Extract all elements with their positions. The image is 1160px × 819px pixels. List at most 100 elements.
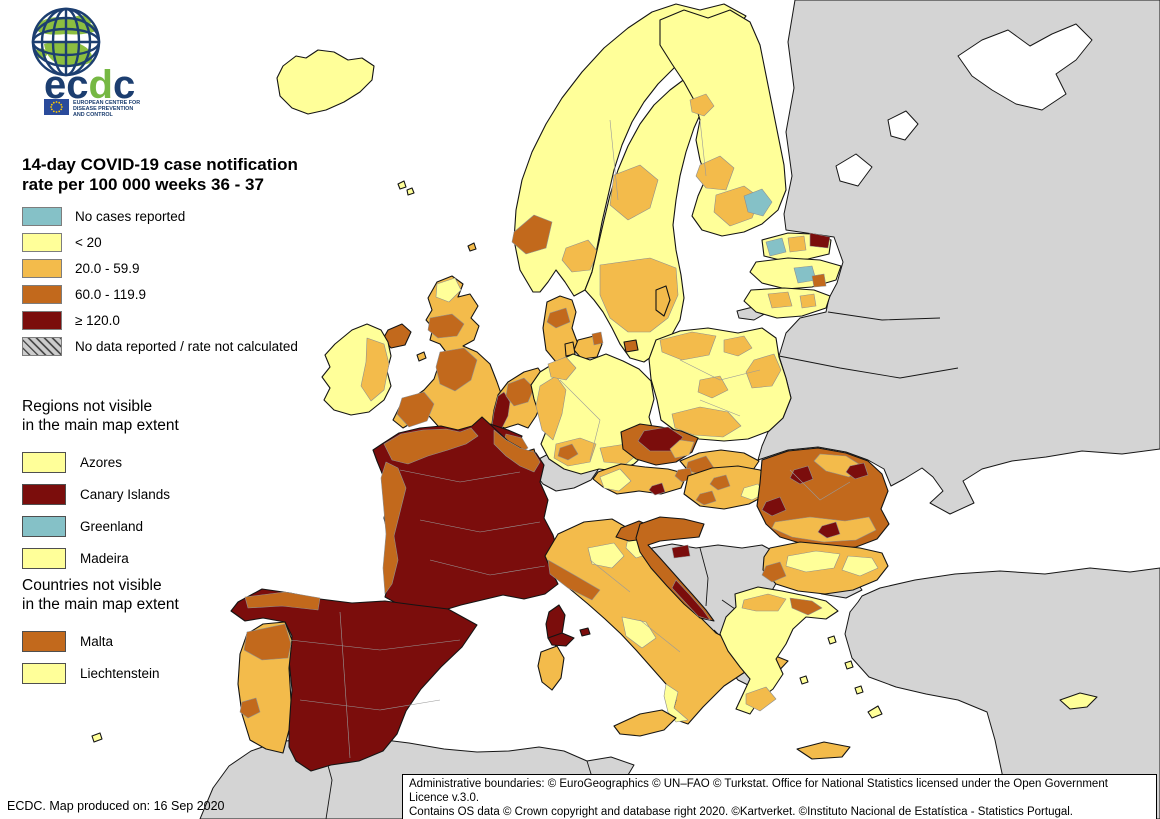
- map-region-croatia-north-spot: [671, 544, 691, 559]
- region-item-canary-islands: Canary Islands: [22, 478, 179, 510]
- rate-legend: No cases reported < 20 20.0 - 59.9 60.0 …: [22, 203, 298, 359]
- map-region-ireland-east: [360, 337, 390, 402]
- white-sea: [957, 23, 1093, 111]
- map-region-czechia-east: [669, 439, 695, 459]
- map-title: 14-day COVID-19 case notification rate p…: [22, 155, 298, 195]
- country-swatch-liechtenstein: [22, 662, 66, 684]
- map-region-poland-north: [659, 331, 717, 361]
- map-region-france-northeast: [493, 429, 541, 473]
- map-region-sweden-north: [609, 164, 659, 221]
- svg-text:AND CONTROL: AND CONTROL: [73, 112, 114, 116]
- region-label: Azores: [80, 454, 123, 470]
- map-region-bulgaria-north: [785, 550, 841, 573]
- map-region-norway-oslo: [561, 239, 599, 273]
- map-region-shetland: [467, 242, 477, 252]
- map-region-norway-west: [511, 214, 553, 255]
- map-region-romania-west-spot: [761, 496, 787, 517]
- map-region-austria-west: [599, 468, 632, 492]
- region-item-madeira: Madeira: [22, 542, 179, 574]
- legend-swatch-no-cases: [22, 206, 62, 226]
- map-region-denmark-funen: [564, 341, 576, 357]
- map-region-romania-spot-1: [789, 465, 814, 485]
- map-region-russia-belarus-ukraine: [757, 0, 1160, 515]
- map-title-line1: 14-day COVID-19 case notification: [22, 155, 298, 174]
- attribution-line1: Administrative boundaries: © EuroGeograp…: [409, 778, 1108, 805]
- globe-grid-icon: [31, 7, 101, 77]
- region-swatch-canary-islands: [22, 483, 66, 505]
- map-region-netherlands-coast: [491, 391, 511, 429]
- regions-header-line1: Regions not visible: [22, 398, 153, 415]
- attribution-box: Administrative boundaries: © EuroGeograp…: [402, 774, 1157, 819]
- map-region-germany-bw-spot: [557, 443, 579, 461]
- legend-label: ≥ 120.0: [75, 312, 120, 328]
- legend-label: 60.0 - 119.9: [75, 286, 147, 302]
- map-region-france-west: [380, 461, 407, 595]
- legend-label: 20.0 - 59.9: [75, 260, 140, 276]
- map-region-spain-north-coast: [244, 591, 321, 611]
- country-label: Liechtenstein: [80, 665, 160, 681]
- map-title-line2: rate per 100 000 weeks 36 - 37: [22, 175, 264, 194]
- lake-onega: [887, 110, 919, 141]
- map-region-scotland-central: [427, 313, 465, 339]
- map-region-scotland-north: [435, 277, 462, 303]
- map-region-poland-northeast: [723, 335, 753, 357]
- legend-swatch-20-59: [22, 258, 62, 278]
- map-region-estonia-west: [765, 237, 787, 257]
- regions-not-visible-section: Regions not visible in the main map exte…: [22, 397, 179, 574]
- legend-swatch-60-119: [22, 284, 62, 304]
- map-region-sardinia: [537, 645, 565, 691]
- map-region-north-england: [435, 347, 478, 392]
- legend-item: ≥ 120.0: [22, 307, 298, 333]
- legend-label: < 20: [75, 234, 102, 250]
- map-region-bornholm: [623, 339, 639, 353]
- border-belarus-ukraine: [778, 355, 959, 379]
- map-produced-caption: ECDC. Map produced on: 16 Sep 2020: [7, 799, 225, 813]
- map-region-wales: [396, 391, 435, 428]
- countries-header-line1: Countries not visible: [22, 577, 162, 594]
- countries-not-visible-section: Countries not visible in the main map ex…: [22, 576, 179, 689]
- region-swatch-madeira: [22, 547, 66, 569]
- map-region-estonia-central: [787, 235, 807, 253]
- region-swatch-azores: [22, 451, 66, 473]
- border-bosnia-serbia: [699, 547, 709, 607]
- region-label: Madeira: [80, 550, 129, 566]
- map-region-netherlands-central: [505, 377, 535, 407]
- map-region-gotland: [655, 285, 671, 317]
- map-region-austria-south-spot: [648, 482, 666, 496]
- country-label: Malta: [80, 633, 114, 649]
- map-region-cyprus: [1059, 692, 1098, 710]
- map-region-italy-center: [621, 616, 657, 649]
- map-region-latvia-east: [811, 273, 827, 288]
- legend-item: 20.0 - 59.9: [22, 255, 298, 281]
- legend-item: 60.0 - 119.9: [22, 281, 298, 307]
- countries-header-line2: in the main map extent: [22, 596, 179, 613]
- map-region-denmark-northwest: [546, 307, 571, 329]
- map-region-croatia-dalmatia: [671, 579, 711, 621]
- map-region-poland-east: [745, 353, 782, 389]
- legend-swatch-no-data: [22, 336, 62, 356]
- legend-label: No cases reported: [75, 208, 186, 224]
- legend-item: < 20: [22, 229, 298, 255]
- map-region-hungary-southwest: [695, 490, 717, 506]
- map-region-germany-northwest: [547, 356, 577, 381]
- map-region-finland-nocases: [743, 188, 773, 217]
- map-region-hungary-budapest: [709, 474, 731, 491]
- map-region-lithuania-east: [799, 293, 817, 309]
- eu-flag-icon: [44, 99, 69, 115]
- map-region-greece-northeast: [789, 597, 823, 616]
- map-region-portugal-north: [243, 623, 292, 661]
- country-item-malta: Malta: [22, 625, 179, 657]
- map-region-denmark-copenhagen: [591, 331, 604, 346]
- map-region-poland-south: [671, 406, 742, 438]
- map-region-greece-peloponnese: [745, 686, 777, 712]
- map-eu-layer: [91, 3, 1098, 772]
- legend-swatch-ge-120: [22, 310, 62, 330]
- map-region-sicily: [613, 709, 677, 737]
- map-region-sweden-central: [599, 257, 679, 333]
- map-region-aegean-islands: [799, 635, 883, 719]
- country-swatch-malta: [22, 630, 66, 652]
- map-region-italy-liguria: [547, 559, 601, 601]
- map-region-greece-north: [741, 593, 787, 612]
- legend-item: No cases reported: [22, 203, 298, 229]
